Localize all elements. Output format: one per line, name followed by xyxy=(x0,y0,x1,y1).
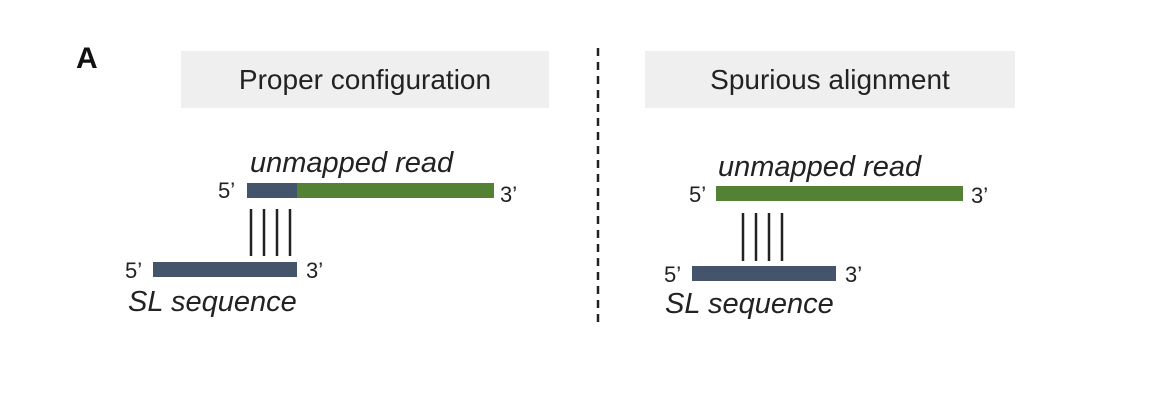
left-read-5prime: 5’ xyxy=(218,178,235,203)
left-panel: Proper configuration unmapped read 5’ 3’… xyxy=(125,51,549,318)
left-header-text: Proper configuration xyxy=(239,64,491,95)
right-sl-label: SL sequence xyxy=(665,288,834,320)
panel-label: A xyxy=(76,42,98,75)
left-pairing-lines xyxy=(249,209,292,256)
left-read-label: unmapped read xyxy=(250,147,454,179)
right-read-3prime: 3’ xyxy=(971,183,988,208)
right-sl-bar xyxy=(692,266,836,281)
left-read-bar xyxy=(297,183,494,198)
left-read-sl-part-bar xyxy=(247,183,297,198)
left-read-3prime: 3’ xyxy=(500,182,517,207)
left-sl-5prime: 5’ xyxy=(125,258,142,283)
right-sl-5prime: 5’ xyxy=(664,262,681,287)
left-sl-bar xyxy=(153,262,297,277)
right-header-box xyxy=(645,51,1015,108)
left-header-box xyxy=(181,51,549,108)
right-pairing-lines xyxy=(741,213,784,261)
left-sl-label: SL sequence xyxy=(128,286,297,318)
right-sl-3prime: 3’ xyxy=(845,262,862,287)
right-panel: Spurious alignment unmapped read 5’ 3’ 5… xyxy=(645,51,1015,320)
left-sl-3prime: 3’ xyxy=(306,258,323,283)
right-read-5prime: 5’ xyxy=(689,182,706,207)
right-read-bar xyxy=(716,186,963,201)
right-header-text: Spurious alignment xyxy=(710,64,950,95)
right-read-label: unmapped read xyxy=(718,151,922,183)
